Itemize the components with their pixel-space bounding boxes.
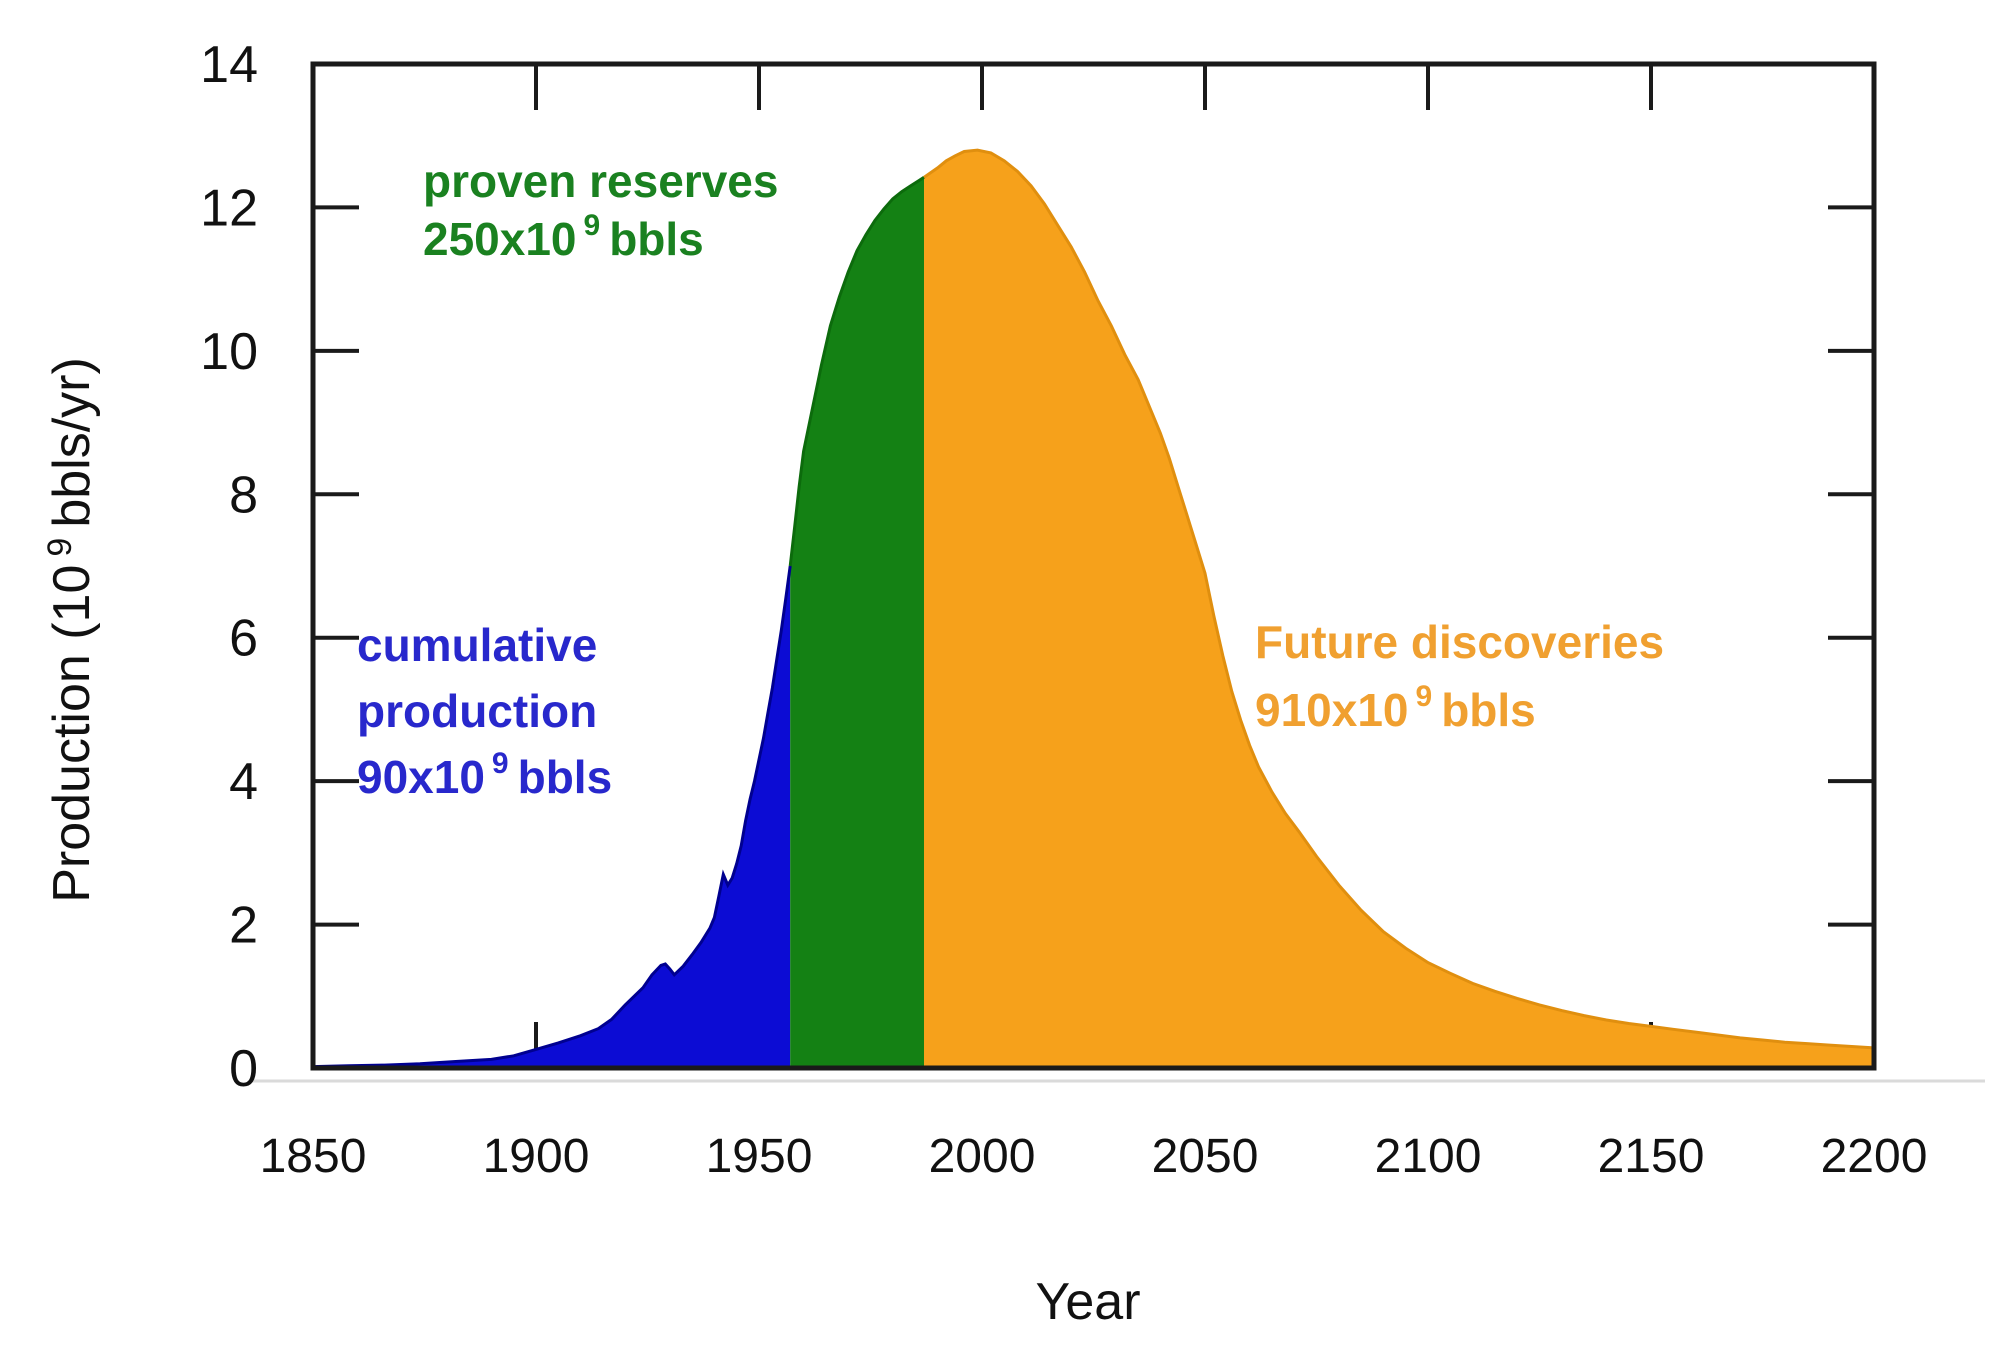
y-tick-label: 0 [229, 1040, 258, 1098]
annotation-cumulative-line1: cumulative [357, 619, 598, 671]
x-tick-label: 2000 [929, 1130, 1036, 1183]
annotation-proven-line1: proven reserves [423, 155, 779, 207]
y-tick-label: 4 [229, 753, 258, 811]
annotation-future-line1: Future discoveries [1255, 616, 1665, 668]
curve-edge-proven-reserves [788, 176, 925, 567]
y-tick-label: 8 [229, 466, 258, 524]
x-tick-label: 1850 [260, 1130, 367, 1183]
x-tick-label: 2050 [1152, 1130, 1259, 1183]
y-tick-label: 14 [200, 36, 258, 94]
plot-frame [310, 61, 1877, 1071]
x-tick-label: 1900 [483, 1130, 590, 1183]
y-tick-label: 10 [200, 323, 258, 381]
y-axis-title: Production (109bbls/yr) [41, 357, 101, 903]
annotation-proven-line2: 250x10 9 bbls [423, 209, 704, 265]
y-axis-superscript: 9 [41, 537, 79, 557]
annotation-cumulative-production: cumulative production 90x10 9 bbls [357, 612, 612, 817]
curve-edge-future-discoveries [923, 148, 1875, 1050]
curve-edge-cumulative-production [312, 565, 792, 1069]
area-future-discoveries [924, 150, 1874, 1069]
annotation-proven-reserves: proven reserves 250x10 9 bbls [423, 152, 778, 275]
x-tick-label: 2150 [1598, 1130, 1705, 1183]
annotation-future-line2: 910x10 9 bbls [1255, 680, 1536, 736]
x-tick-label: 2200 [1821, 1130, 1928, 1183]
annotation-future-discoveries: Future discoveries 910x10 9 bbls [1255, 608, 1664, 751]
y-tick-label: 6 [229, 610, 258, 668]
annotation-cumulative-line2: production [357, 685, 598, 737]
y-tick-label: 12 [200, 179, 258, 237]
x-tick-label: 1950 [706, 1130, 813, 1183]
x-tick-label: 2100 [1375, 1130, 1482, 1183]
y-tick-label: 2 [229, 897, 258, 955]
area-cumulative-production [313, 566, 791, 1068]
x-axis-title: Year [1035, 1273, 1141, 1331]
annotation-cumulative-line3: 90x10 9 bbls [357, 747, 613, 803]
area-proven-reserves [790, 177, 924, 1069]
